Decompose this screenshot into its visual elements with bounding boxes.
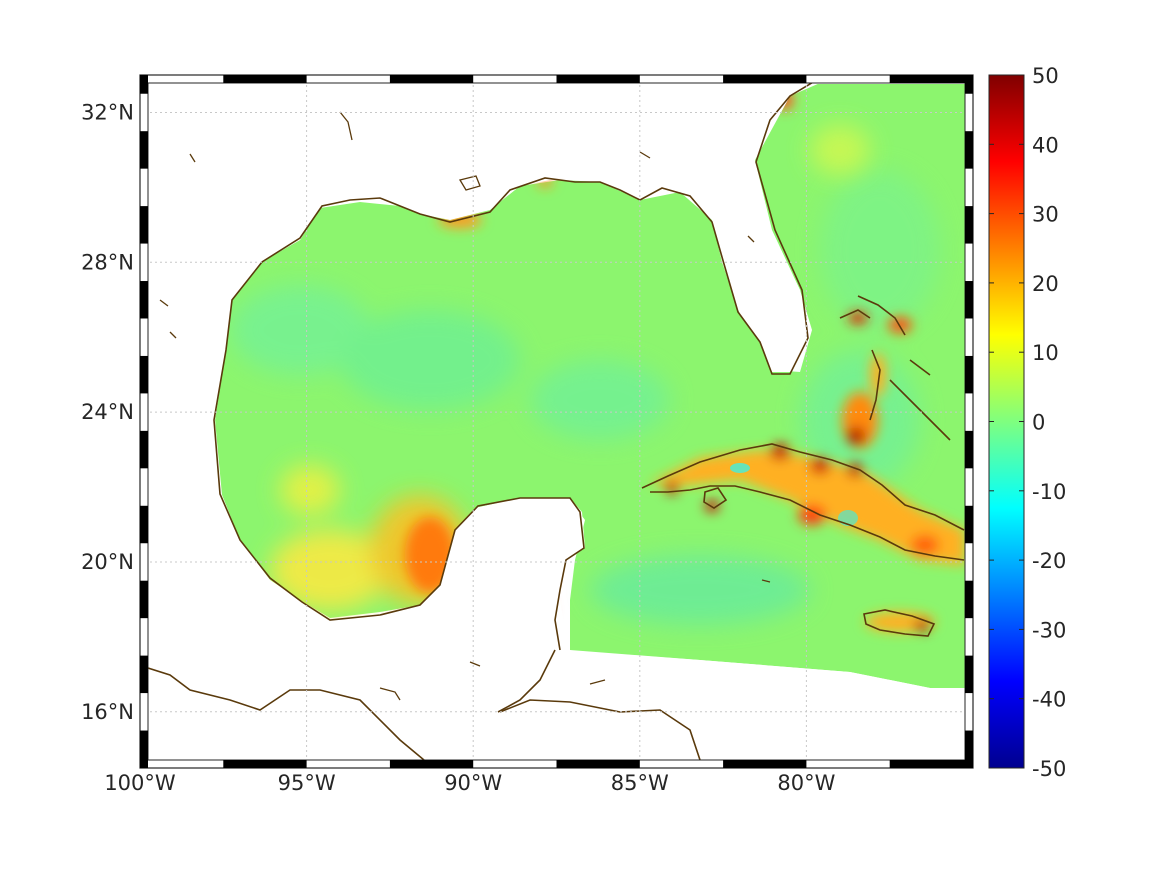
frame-segment <box>965 430 973 469</box>
colorbar-tick-label: 0 <box>1032 411 1045 435</box>
frame-segment <box>140 655 148 694</box>
frame-segment <box>965 75 973 94</box>
frame-segment <box>965 131 973 169</box>
frame-segment <box>889 760 973 768</box>
frame-segment <box>389 760 474 768</box>
colorbar-tick-label: -30 <box>1032 618 1066 642</box>
colorbar-tick-label: 20 <box>1032 272 1059 296</box>
lat-tick-label: 16°N <box>81 700 134 724</box>
coastlines <box>148 83 965 760</box>
frame-segment <box>723 75 807 83</box>
frame-segment <box>556 75 640 83</box>
colorbar-tick-label: -10 <box>1032 480 1066 504</box>
frame-segment <box>723 760 807 768</box>
land-south <box>560 650 965 760</box>
frame-segment <box>140 75 148 94</box>
latitude-labels: 32°N 28°N 24°N 20°N 16°N <box>81 100 134 723</box>
lon-tick-label: 90°W <box>444 771 502 795</box>
frame-segment <box>140 355 148 394</box>
anomaly-field <box>148 83 965 760</box>
graticule <box>148 83 965 760</box>
colorbar-gradient <box>988 74 1025 769</box>
frame-segment <box>965 580 973 619</box>
land-mexico <box>148 83 820 760</box>
frame-segment <box>140 206 148 244</box>
cool-spot <box>730 463 750 473</box>
lat-tick-label: 32°N <box>81 100 134 124</box>
longitude-labels: 100°W 95°W 90°W 85°W 80°W <box>104 771 835 795</box>
lon-tick-label: 100°W <box>104 771 176 795</box>
frame-segment <box>140 430 148 469</box>
frame-segment <box>965 206 973 244</box>
lat-tick-label: 28°N <box>81 250 134 274</box>
frame-segment <box>223 760 307 768</box>
land-mask <box>148 83 965 760</box>
lat-tick-label: 20°N <box>81 550 134 574</box>
colorbar-tick-label: -20 <box>1032 549 1066 573</box>
colorbar-tick-label: 50 <box>1032 64 1059 88</box>
lon-tick-label: 95°W <box>278 771 336 795</box>
island-outlines <box>159 111 771 701</box>
colorbar-tick-label: 40 <box>1032 133 1059 157</box>
colorbar-tick-label: -40 <box>1032 688 1066 712</box>
frame-segment <box>889 75 973 83</box>
frame-segment <box>556 760 640 768</box>
frame-segment <box>140 505 148 544</box>
frame-segment <box>140 730 148 768</box>
frame-segment <box>965 355 973 394</box>
lon-tick-label: 85°W <box>611 771 669 795</box>
frame-segment <box>223 75 307 83</box>
coast-cuba <box>641 443 965 561</box>
colorbar-tick-label: 10 <box>1032 341 1059 365</box>
coast-jamaica <box>863 609 936 637</box>
colorbar: 50 40 30 20 10 0 -10 -20 -30 -40 -50 <box>988 64 1066 781</box>
colorbar-tick-label: 30 <box>1032 203 1059 227</box>
lat-tick-label: 24°N <box>81 400 134 424</box>
frame-segment <box>965 281 973 319</box>
coast-yucatan-east <box>497 649 556 713</box>
colorbar-ticks: 50 40 30 20 10 0 -10 -20 -30 -40 -50 <box>989 64 1066 781</box>
colorbar-tick-label: -50 <box>1032 757 1066 781</box>
frame-segment <box>140 131 148 169</box>
frame-segment <box>965 505 973 544</box>
coast-isla-juventud <box>703 487 728 509</box>
frame-segment <box>140 281 148 319</box>
coast-gulf <box>148 83 814 760</box>
frame-segment <box>965 655 973 694</box>
lon-tick-label: 80°W <box>777 771 835 795</box>
frame-segment <box>965 730 973 768</box>
frame-segment <box>389 75 474 83</box>
frame-segment <box>140 580 148 619</box>
coast-bahamas <box>839 295 951 441</box>
map-frame <box>139 74 974 769</box>
